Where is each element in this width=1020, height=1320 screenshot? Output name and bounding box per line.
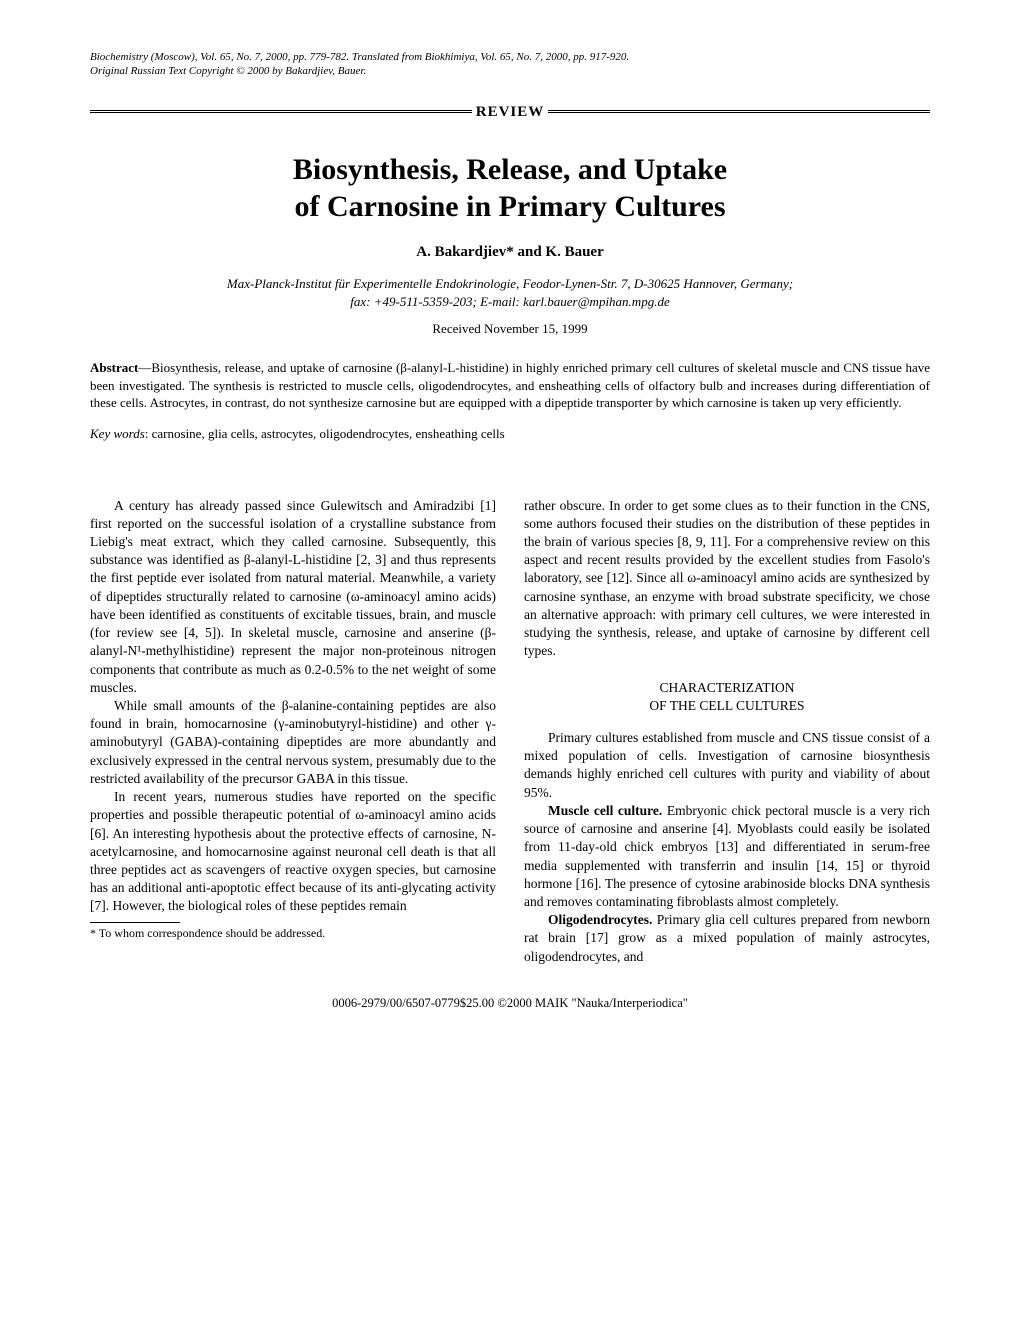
left-column: A century has already passed since Gulew… bbox=[90, 497, 496, 966]
body-text: Embryonic chick pectoral muscle is a ver… bbox=[524, 803, 930, 909]
body-paragraph: Oligodendrocytes. Primary glia cell cult… bbox=[524, 911, 930, 966]
footnote-rule bbox=[90, 922, 180, 923]
footnote: * To whom correspondence should be addre… bbox=[90, 925, 496, 941]
body-paragraph: Muscle cell culture. Embryonic chick pec… bbox=[524, 802, 930, 911]
subsection-label: Oligodendrocytes. bbox=[548, 912, 652, 927]
body-paragraph: A century has already passed since Gulew… bbox=[90, 497, 496, 697]
abstract-text: —Biosynthesis, release, and uptake of ca… bbox=[90, 360, 930, 410]
citation-block: Biochemistry (Moscow), Vol. 65, No. 7, 2… bbox=[90, 50, 930, 79]
received-date: Received November 15, 1999 bbox=[90, 321, 930, 337]
review-rule-left bbox=[90, 110, 472, 114]
citation-line-1: Biochemistry (Moscow), Vol. 65, No. 7, 2… bbox=[90, 50, 930, 64]
body-columns: A century has already passed since Gulew… bbox=[90, 497, 930, 966]
abstract-label: Abstract bbox=[90, 360, 138, 375]
keywords: Key words: carnosine, glia cells, astroc… bbox=[90, 426, 930, 442]
keywords-label: Key words bbox=[90, 426, 145, 441]
affiliation-line-1: Max-Planck-Institut für Experimentelle E… bbox=[90, 275, 930, 293]
authors: A. Bakardjiev* and K. Bauer bbox=[90, 244, 930, 261]
affiliation: Max-Planck-Institut für Experimentelle E… bbox=[90, 275, 930, 311]
affiliation-line-2: fax: +49-511-5359-203; E-mail: karl.baue… bbox=[90, 293, 930, 311]
keywords-text: : carnosine, glia cells, astrocytes, oli… bbox=[145, 426, 505, 441]
title-line-1: Biosynthesis, Release, and Uptake bbox=[90, 151, 930, 189]
title-line-2: of Carnosine in Primary Cultures bbox=[90, 188, 930, 226]
body-paragraph: While small amounts of the β-alanine-con… bbox=[90, 697, 496, 788]
body-paragraph: Primary cultures established from muscle… bbox=[524, 729, 930, 802]
abstract: Abstract—Biosynthesis, release, and upta… bbox=[90, 359, 930, 412]
subsection-label: Muscle cell culture. bbox=[548, 803, 662, 818]
review-header: REVIEW bbox=[90, 104, 930, 121]
review-label: REVIEW bbox=[472, 104, 549, 121]
right-column: rather obscure. In order to get some clu… bbox=[524, 497, 930, 966]
body-paragraph: In recent years, numerous studies have r… bbox=[90, 788, 496, 916]
citation-line-2: Original Russian Text Copyright © 2000 b… bbox=[90, 64, 930, 78]
article-title: Biosynthesis, Release, and Uptake of Car… bbox=[90, 151, 930, 226]
body-paragraph: rather obscure. In order to get some clu… bbox=[524, 497, 930, 661]
section-heading: CHARACTERIZATIONOF THE CELL CULTURES bbox=[524, 679, 930, 715]
review-rule-right bbox=[548, 110, 930, 114]
footer: 0006-2979/00/6507-0779$25.00 ©2000 MAIK … bbox=[90, 996, 930, 1011]
